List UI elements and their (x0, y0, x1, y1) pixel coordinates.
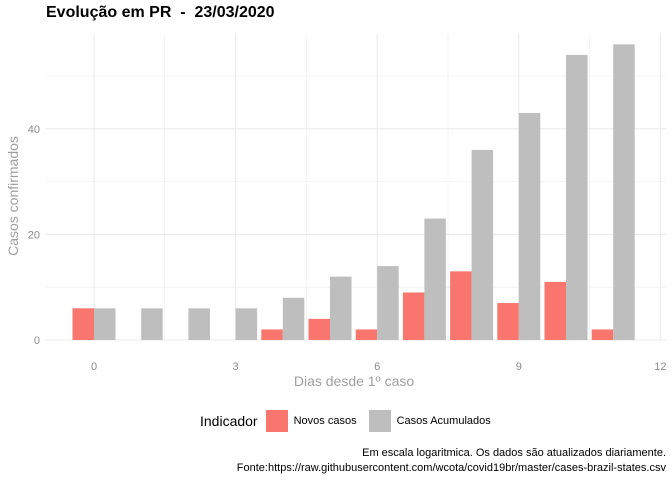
bar-acumulados-1 (141, 308, 163, 340)
grid-lines (46, 34, 666, 341)
legend-item-acumulados: Casos Acumulados (368, 410, 491, 432)
bar-novos-4 (261, 329, 283, 340)
x-tick-label: 6 (374, 361, 380, 373)
caption-line-2: Fonte:https://raw.githubusercontent.com/… (236, 462, 666, 474)
x-axis-title: Dias desde 1º caso (294, 373, 415, 389)
y-tick-label: 20 (28, 229, 40, 241)
chart-title: Evolução em PR - 23/03/2020 (46, 4, 275, 21)
bar-novos-9 (497, 303, 519, 340)
bar-chart: 0 3 6 9 12 0 20 40 Dias desde 1º caso Casos co… (5, 34, 667, 389)
bar-novos-8 (450, 271, 472, 340)
bar-novos-7 (402, 292, 425, 340)
bar-acumulados-9 (518, 112, 541, 341)
bar-novos-5 (308, 318, 330, 340)
y-tick-label: 0 (34, 335, 40, 347)
caption-line-1: Em escala logaritmica. Os dados são atua… (362, 447, 666, 459)
bar-acumulados-5 (330, 276, 352, 340)
bar-novos-6 (355, 329, 378, 340)
legend-label-acumulados: Casos Acumulados (396, 415, 491, 427)
legend-label-novos: Novos casos (293, 415, 357, 427)
bar-acumulados-3 (235, 308, 258, 340)
bar-acumulados-6 (377, 266, 399, 340)
legend-item-novos: Novos casos (265, 410, 357, 432)
bar-acumulados-4 (282, 297, 305, 340)
x-tick-labels: 0 3 6 9 12 (91, 361, 667, 373)
bar-acumulados-7 (424, 218, 446, 340)
bar-novos-0 (72, 308, 94, 340)
x-tick-label: 3 (233, 361, 239, 373)
bar-novos-10 (544, 281, 566, 340)
bar-acumulados-8 (471, 149, 494, 340)
bar-novos-11 (591, 329, 614, 340)
y-tick-labels: 0 20 40 (28, 124, 40, 347)
x-tick-label: 12 (654, 361, 666, 373)
bar-acumulados-10 (566, 54, 588, 340)
bar-acumulados-11 (613, 44, 635, 340)
legend: Indicador Novos casos Casos Acumulados (200, 410, 503, 432)
caption: Em escala logaritmica. Os dados são atua… (237, 446, 666, 476)
legend-title: Indicador (200, 413, 258, 429)
y-tick-label: 40 (28, 124, 40, 136)
x-tick-label: 9 (516, 361, 522, 373)
bar-acumulados-2 (188, 308, 210, 340)
x-tick-label: 0 (91, 361, 97, 373)
y-axis-title: Casos confirmados (5, 136, 21, 256)
legend-key-novos (265, 410, 288, 432)
bar-acumulados-0 (94, 308, 116, 340)
bars (72, 44, 635, 341)
legend-key-acumulados (368, 410, 391, 432)
